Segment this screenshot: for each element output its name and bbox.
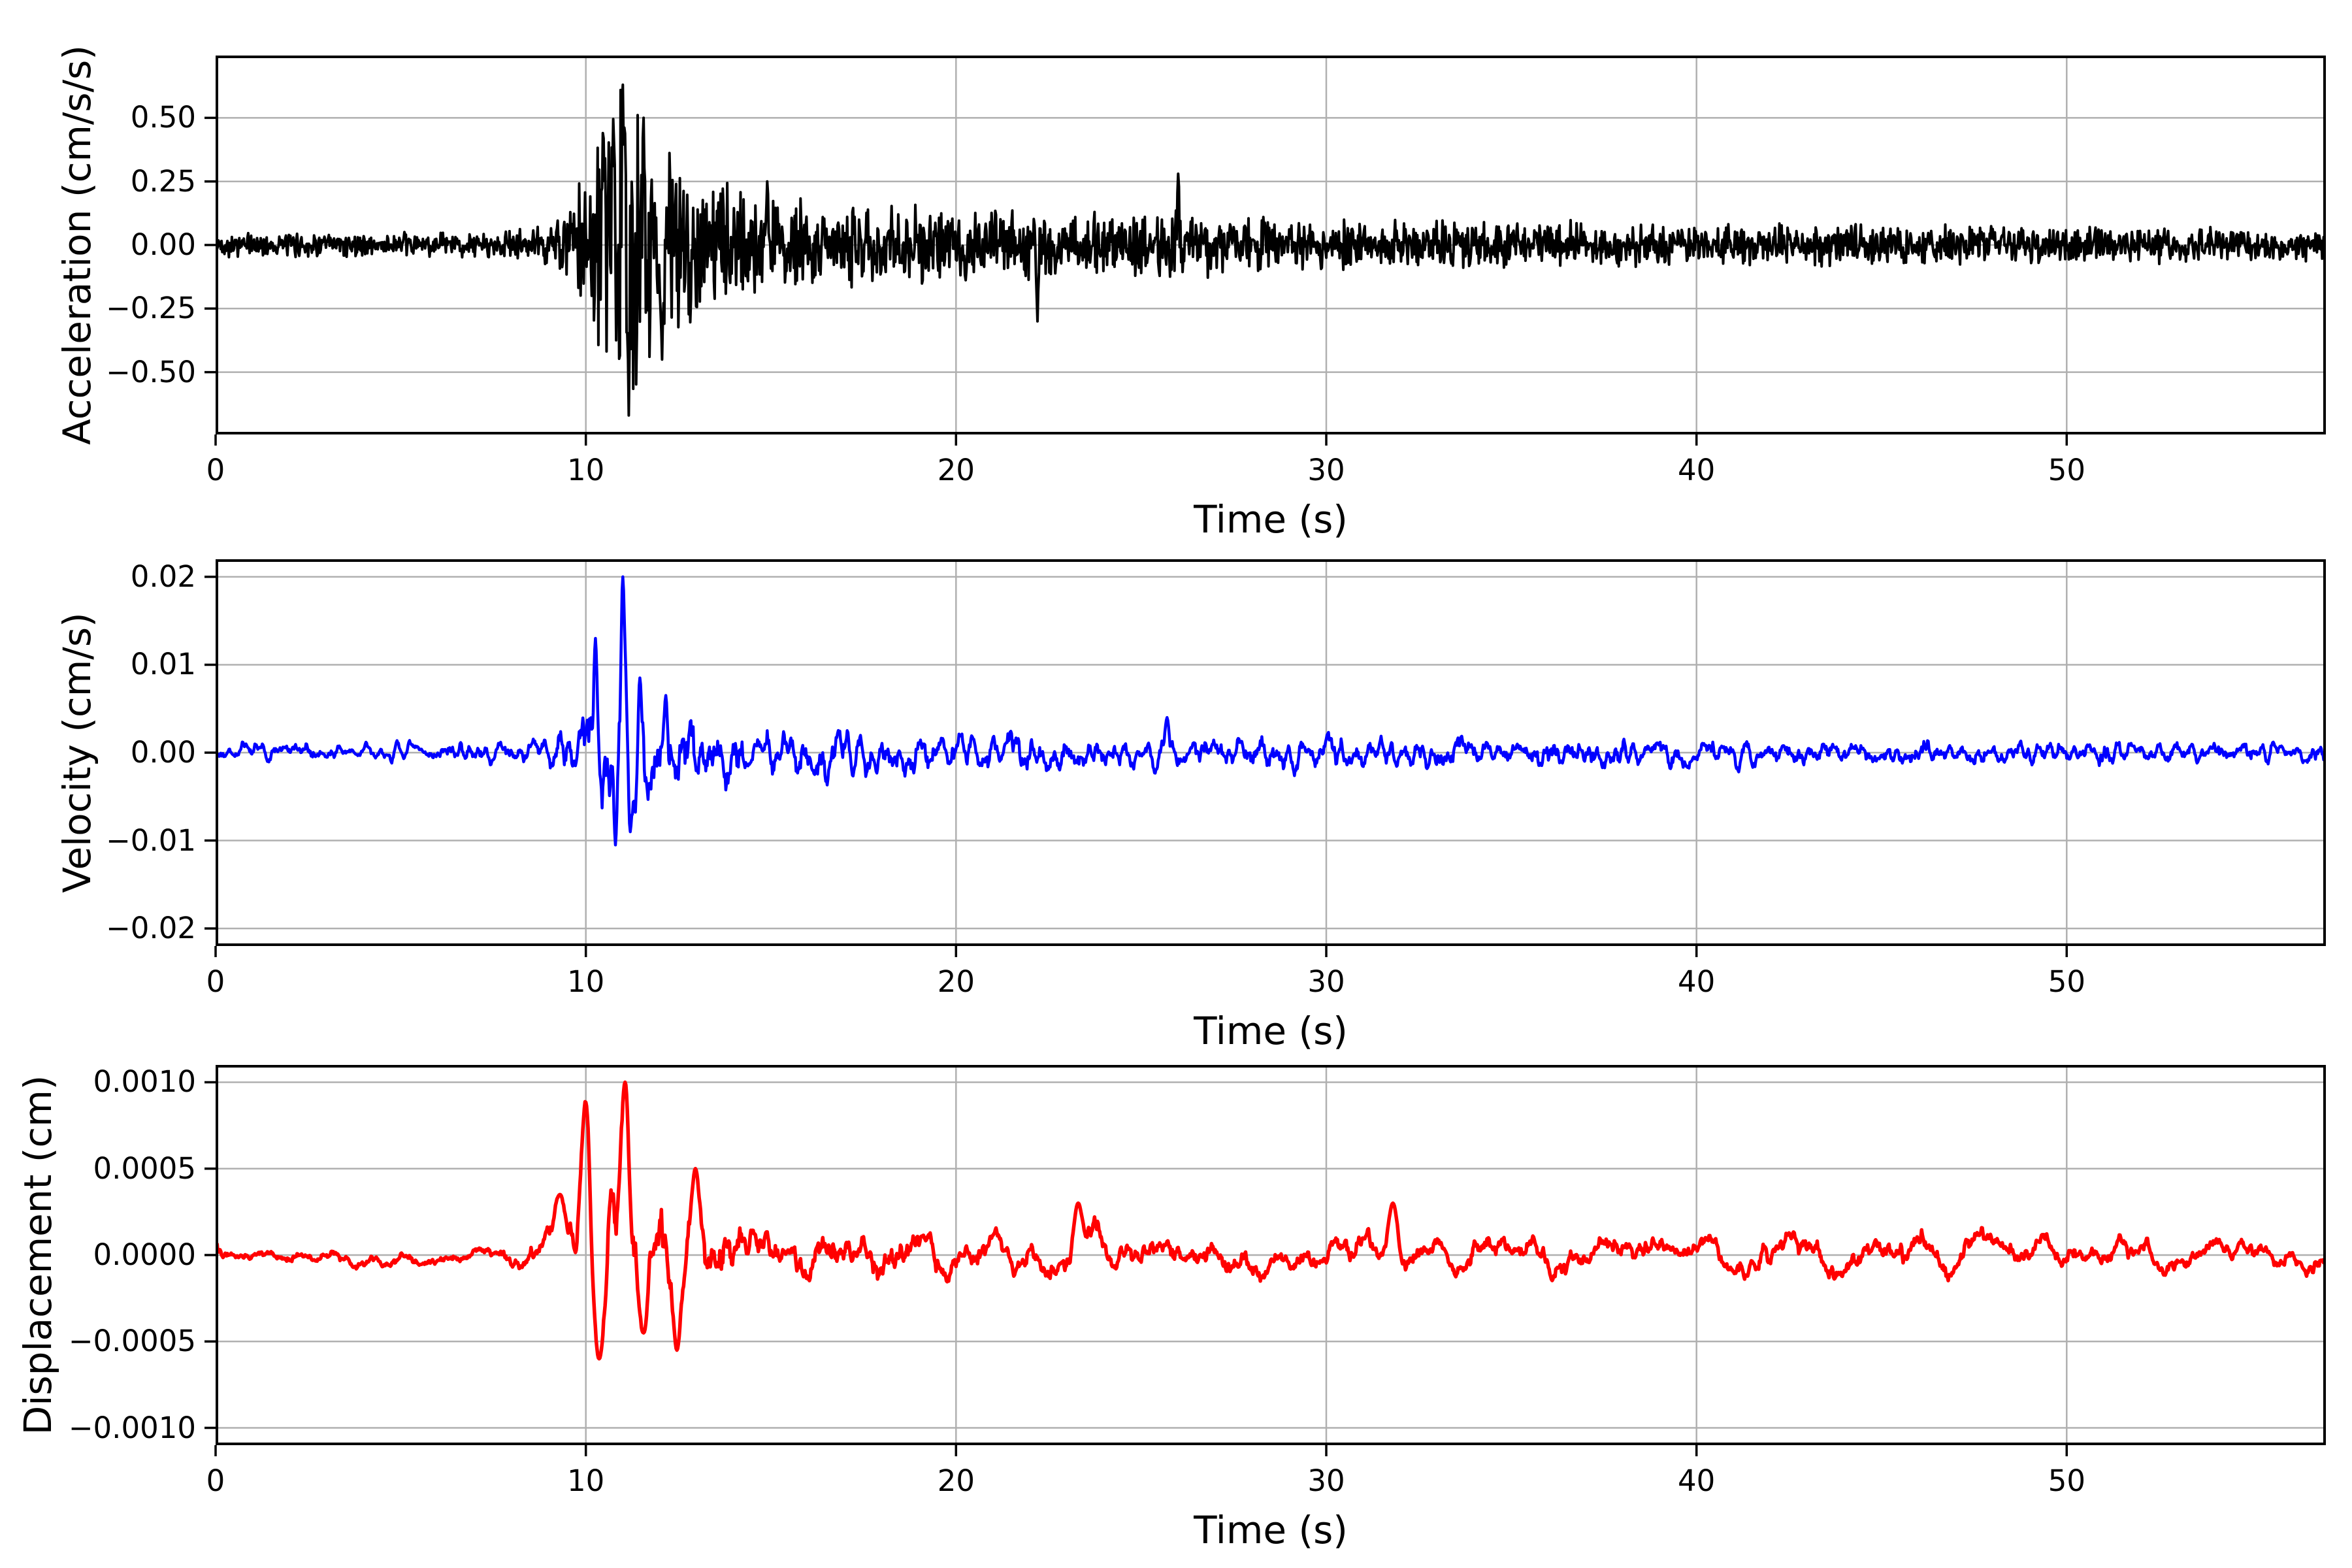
velocity-plot-area: [204, 559, 2326, 957]
axes-spines: [216, 56, 2326, 434]
y-tick-label: −0.01: [106, 823, 196, 858]
x-tick-label: 30: [1307, 1463, 1345, 1498]
x-tick-label: 20: [937, 453, 975, 487]
y-tick-label: 0.0010: [93, 1064, 196, 1100]
acceleration-waveform: [216, 83, 2326, 417]
x-tick-label: 30: [1307, 964, 1345, 999]
y-tick-label: 0.0005: [93, 1151, 196, 1186]
y-tick-label: −0.50: [106, 354, 196, 389]
x-tick-label: 20: [937, 964, 975, 999]
x-tick-label: 0: [206, 964, 225, 999]
y-tick-label: 0.50: [130, 100, 196, 135]
x-tick-label: 30: [1307, 453, 1345, 487]
x-tick-label: 0: [206, 453, 225, 487]
y-tick-label: 0.25: [130, 163, 196, 199]
x-tick-label: 10: [567, 1463, 605, 1498]
x-tick-label: 40: [1678, 453, 1716, 487]
acceleration-x-axis-title: Time (s): [1194, 497, 1348, 542]
y-tick-label: 0.01: [130, 647, 196, 682]
y-tick-label: −0.25: [106, 291, 196, 326]
displacement-waveform: [216, 1080, 2326, 1361]
x-tick-label: 0: [206, 1463, 225, 1498]
y-tick-label: −0.0010: [68, 1410, 196, 1445]
y-tick-label: 0.0000: [93, 1237, 196, 1272]
x-tick-label: 20: [937, 1463, 975, 1498]
y-tick-label: −0.02: [106, 911, 196, 946]
axes-spines: [216, 559, 2326, 946]
x-tick-label: 50: [2048, 1463, 2085, 1498]
y-tick-label: 0.00: [130, 735, 196, 770]
acceleration-plot-area: [204, 56, 2326, 446]
x-tick-label: 40: [1678, 964, 1716, 999]
displacement-x-axis-title: Time (s): [1194, 1508, 1348, 1552]
x-tick-label: 40: [1678, 1463, 1716, 1498]
x-tick-label: 50: [2048, 964, 2085, 999]
y-tick-label: −0.0005: [68, 1324, 196, 1359]
displacement-plot-area: [204, 1065, 2326, 1456]
velocity-x-axis-title: Time (s): [1194, 1009, 1348, 1053]
x-tick-label: 10: [567, 964, 605, 999]
y-tick-label: 0.02: [130, 559, 196, 594]
velocity-waveform: [216, 575, 2326, 847]
y-tick-label: 0.00: [130, 227, 196, 262]
x-tick-label: 10: [567, 453, 605, 487]
axes-spines: [216, 1065, 2326, 1445]
x-tick-label: 50: [2048, 453, 2085, 487]
